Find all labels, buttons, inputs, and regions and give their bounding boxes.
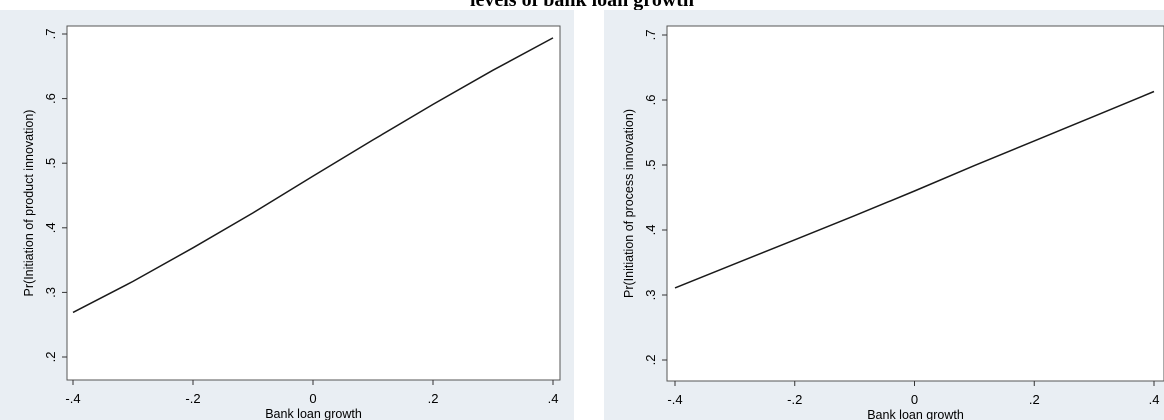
y-axis-label: Pr(Initiation of product innovation)	[22, 110, 36, 297]
x-tick-label: -.4	[667, 392, 682, 407]
y-tick-label: .2	[643, 355, 658, 366]
y-tick-label: .6	[43, 93, 58, 104]
chart-process-innovation: .2 .3 .4 .5 .6 .7 -.4 -.2 0 .2 .4 Bank loan growth P…	[622, 25, 1164, 420]
x-tick-label: .4	[548, 391, 559, 406]
y-tick-label: .3	[643, 290, 658, 301]
y-tick-label: .3	[43, 287, 58, 298]
y-tick-label: .7	[643, 30, 658, 41]
chart-product-innovation: .2 .3 .4 .5 .6 .7 -.4 -.2 0 .2 .4 Bank loan growth P…	[22, 25, 561, 420]
y-tick-label: .5	[43, 158, 58, 169]
y-tick-label: .5	[643, 160, 658, 171]
plot-area	[666, 25, 1164, 382]
x-tick-label: -.2	[185, 391, 200, 406]
x-tick-label: .2	[428, 391, 439, 406]
x-tick-label: -.4	[65, 391, 80, 406]
x-tick-label: 0	[911, 392, 918, 407]
y-tick-label: .7	[43, 29, 58, 40]
x-tick-label: -.2	[787, 392, 802, 407]
y-axis-label: Pr(Initiation of process innovation)	[622, 109, 636, 298]
chart-panel-product-innovation: .2 .3 .4 .5 .6 .7 -.4 -.2 0 .2 .4 Bank loan growth P…	[0, 10, 574, 420]
figure-title: levels of bank loan growth	[469, 0, 695, 11]
y-tick-label: .2	[43, 352, 58, 363]
y-tick-label: .6	[643, 95, 658, 106]
x-tick-label: .2	[1029, 392, 1040, 407]
y-tick-label: .4	[643, 225, 658, 236]
series-line	[72, 37, 554, 314]
x-axis-label: Bank loan growth	[265, 407, 362, 420]
plot-area	[66, 25, 561, 381]
series-line	[674, 90, 1155, 289]
x-tick-label: 0	[309, 391, 316, 406]
x-tick-label: .4	[1149, 392, 1160, 407]
x-axis-label: Bank loan growth	[867, 408, 964, 420]
chart-panel-process-innovation: .2 .3 .4 .5 .6 .7 -.4 -.2 0 .2 .4 Bank loan growth P…	[604, 10, 1164, 420]
y-tick-label: .4	[43, 222, 58, 233]
